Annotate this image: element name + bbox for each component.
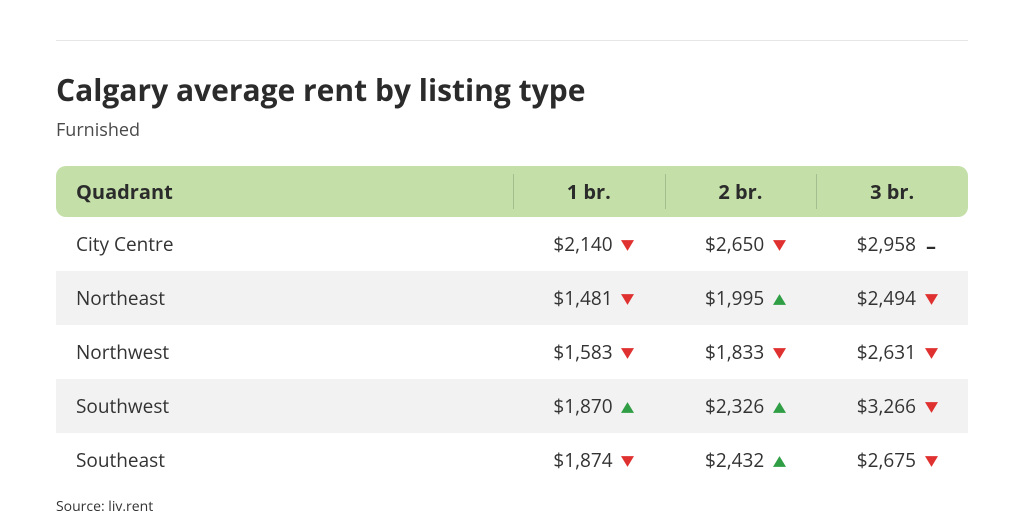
- trend-down-icon: [922, 294, 940, 305]
- trend-up-icon: [619, 402, 637, 413]
- table-row: Southwest $1,870 $2,326 $3,266: [56, 379, 968, 433]
- value-cell: $1,833: [665, 325, 817, 379]
- rent-value: $1,833: [705, 339, 764, 365]
- trend-down-icon: [619, 294, 637, 305]
- rent-value: $2,958: [857, 231, 916, 257]
- value-cell: $2,432: [665, 433, 817, 487]
- rent-value: $2,494: [857, 285, 916, 311]
- page-title: Calgary average rent by listing type: [56, 69, 968, 110]
- value-cell: $2,494: [816, 271, 968, 325]
- table-header-row: Quadrant 1 br. 2 br. 3 br.: [56, 166, 968, 217]
- rent-value: $2,631: [857, 339, 916, 365]
- value-cell: $1,583: [513, 325, 665, 379]
- trend-down-icon: [922, 348, 940, 359]
- rent-value: $2,675: [857, 447, 916, 473]
- rent-value: $1,870: [553, 393, 612, 419]
- col-3br: 3 br.: [816, 166, 968, 217]
- value-cell: $2,958–: [816, 217, 968, 271]
- value-cell: $2,675: [816, 433, 968, 487]
- rent-value: $2,650: [705, 231, 764, 257]
- trend-down-icon: [619, 240, 637, 251]
- table-row: City Centre $2,140 $2,650 $2,958–: [56, 217, 968, 271]
- table-row: Northeast $1,481 $1,995 $2,494: [56, 271, 968, 325]
- rent-value: $2,326: [705, 393, 764, 419]
- rent-value: $3,266: [857, 393, 916, 419]
- trend-down-icon: [922, 456, 940, 467]
- value-cell: $2,650: [665, 217, 817, 271]
- trend-down-icon: [770, 348, 788, 359]
- rent-value: $1,583: [553, 339, 612, 365]
- quadrant-cell: Northeast: [56, 271, 513, 325]
- rent-value: $1,995: [705, 285, 764, 311]
- trend-down-icon: [619, 456, 637, 467]
- trend-up-icon: [770, 402, 788, 413]
- col-quadrant: Quadrant: [56, 166, 513, 217]
- source-line: Source: liv.rent: [56, 497, 968, 516]
- trend-up-icon: [770, 456, 788, 467]
- trend-flat-icon: –: [922, 236, 940, 256]
- trend-down-icon: [922, 402, 940, 413]
- col-2br: 2 br.: [665, 166, 817, 217]
- value-cell: $1,995: [665, 271, 817, 325]
- rent-value: $2,432: [705, 447, 764, 473]
- col-1br: 1 br.: [513, 166, 665, 217]
- value-cell: $2,631: [816, 325, 968, 379]
- value-cell: $2,326: [665, 379, 817, 433]
- trend-down-icon: [770, 240, 788, 251]
- rent-value: $1,481: [553, 285, 612, 311]
- quadrant-cell: Southeast: [56, 433, 513, 487]
- rent-value: $2,140: [553, 231, 612, 257]
- trend-down-icon: [619, 348, 637, 359]
- quadrant-cell: City Centre: [56, 217, 513, 271]
- trend-up-icon: [770, 294, 788, 305]
- value-cell: $3,266: [816, 379, 968, 433]
- value-cell: $1,870: [513, 379, 665, 433]
- table-row: Northwest $1,583 $1,833 $2,631: [56, 325, 968, 379]
- page-subtitle: Furnished: [56, 118, 968, 142]
- rent-value: $1,874: [553, 447, 612, 473]
- quadrant-cell: Northwest: [56, 325, 513, 379]
- rent-table: Quadrant 1 br. 2 br. 3 br. City Centre $2…: [56, 166, 968, 487]
- top-rule: [56, 40, 968, 41]
- table-row: Southeast $1,874 $2,432 $2,675: [56, 433, 968, 487]
- value-cell: $1,874: [513, 433, 665, 487]
- value-cell: $1,481: [513, 271, 665, 325]
- quadrant-cell: Southwest: [56, 379, 513, 433]
- value-cell: $2,140: [513, 217, 665, 271]
